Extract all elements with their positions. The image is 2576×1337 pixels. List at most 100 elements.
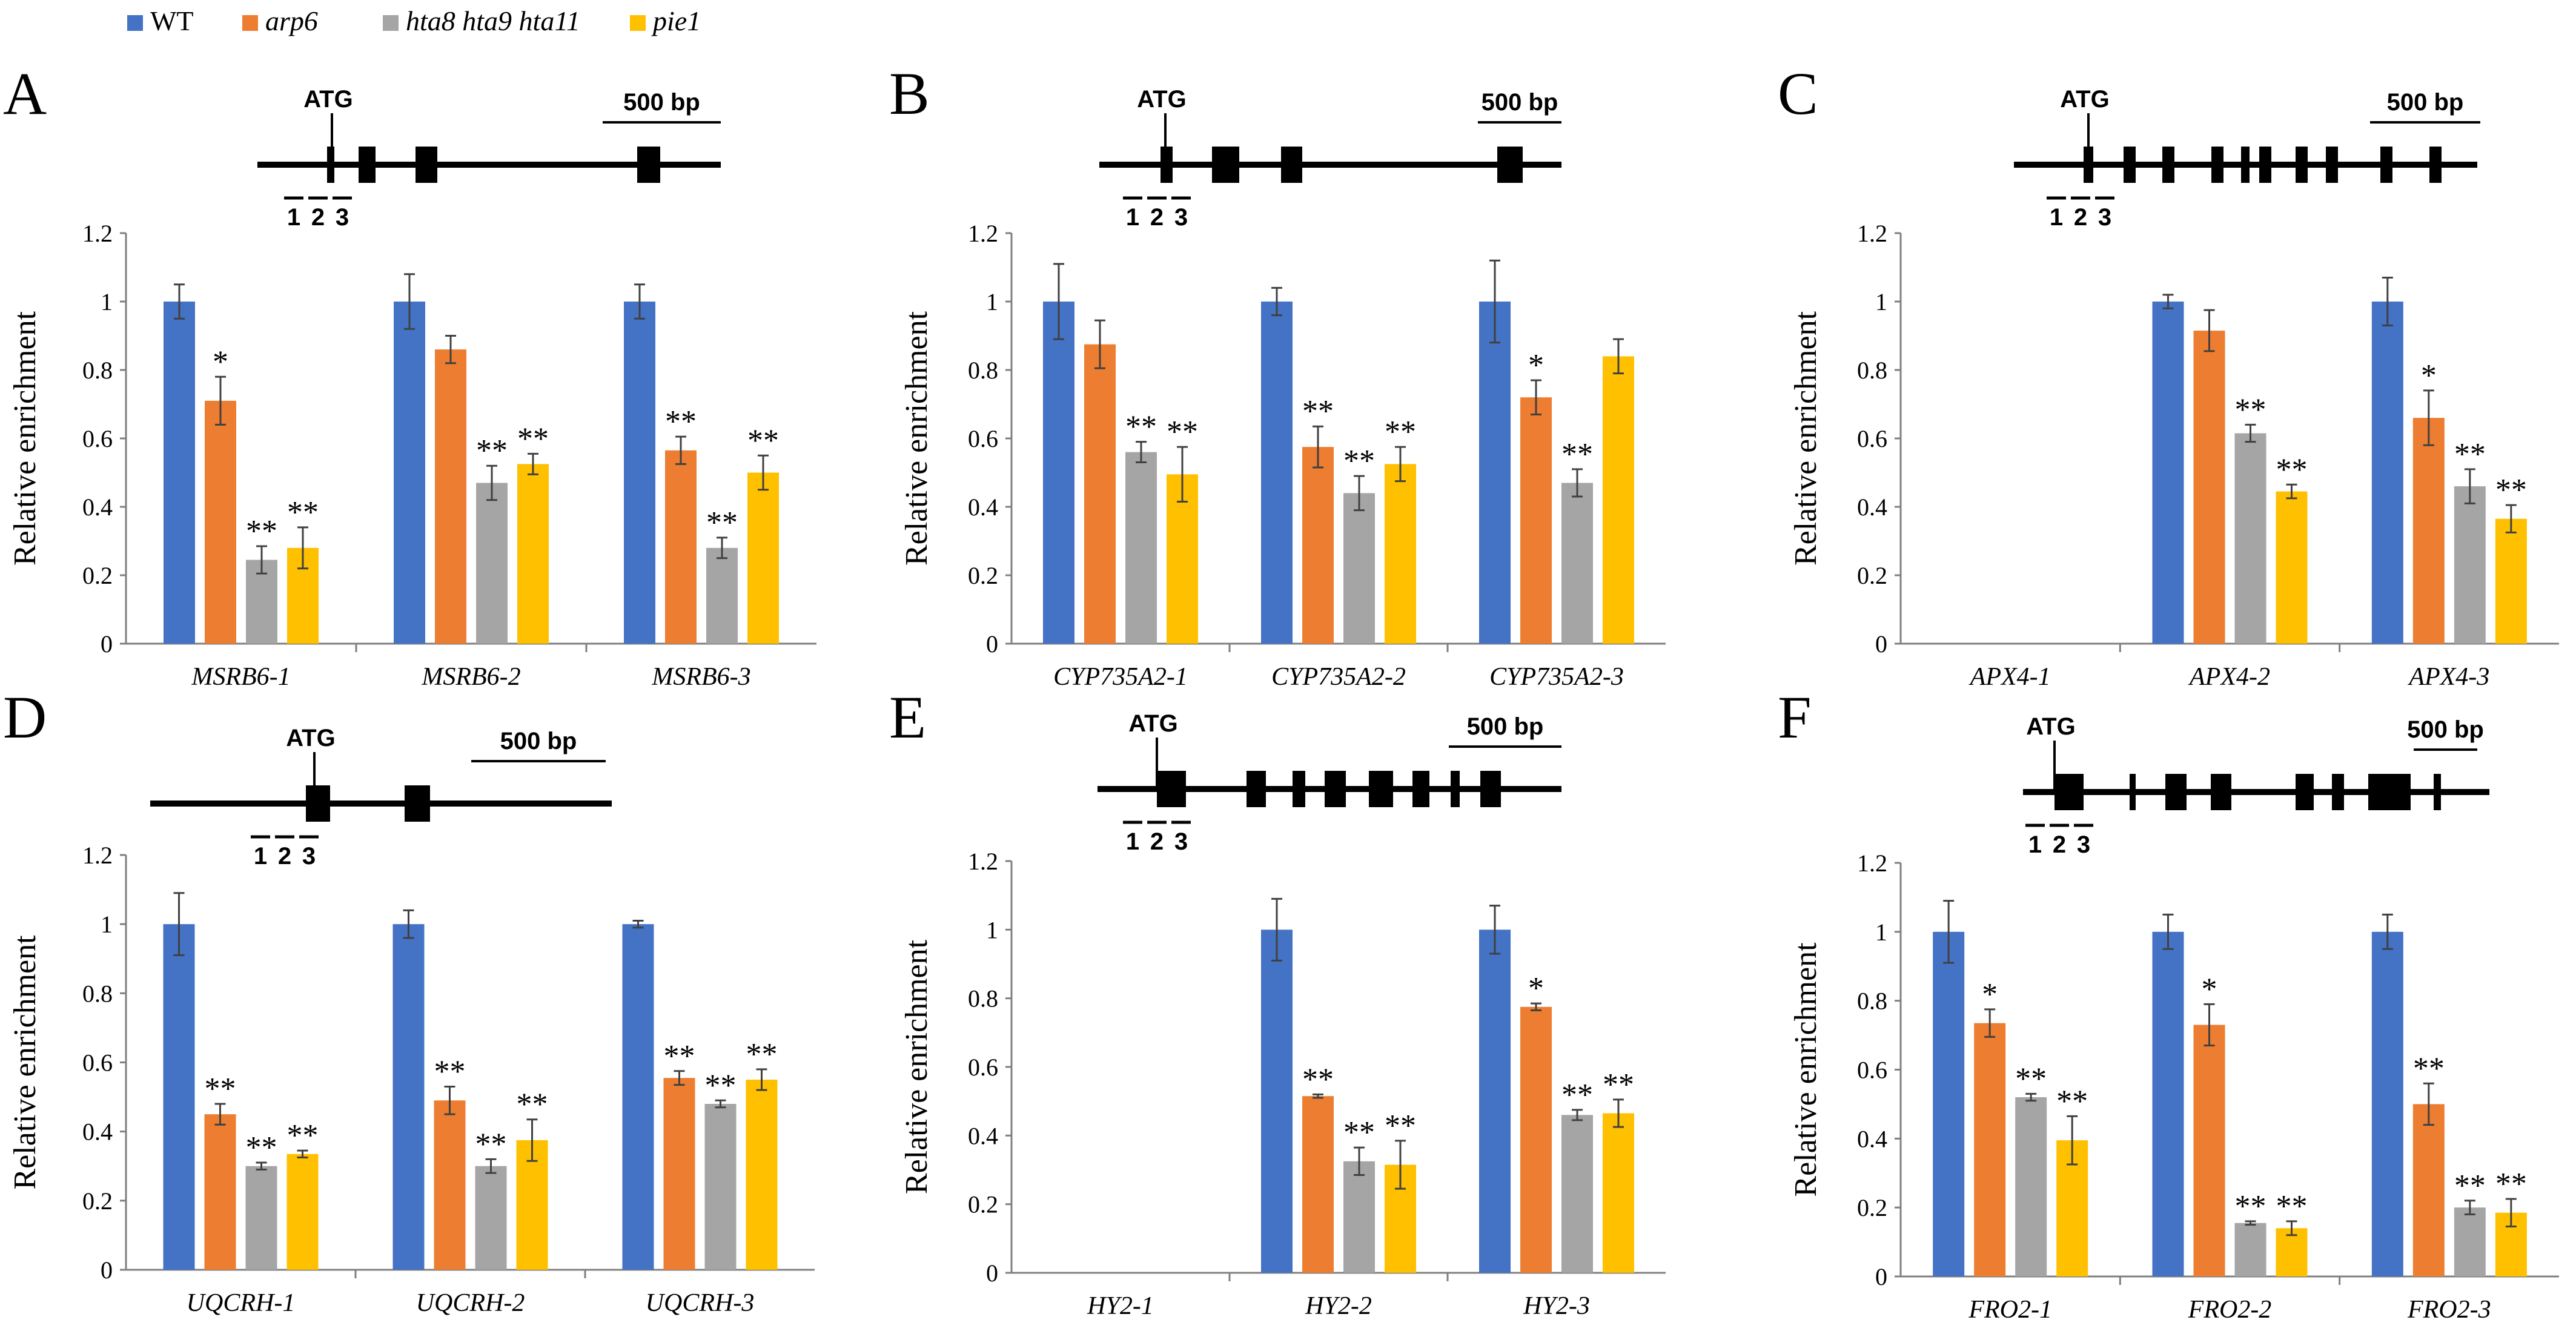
bar-HY2-3-arp6 <box>1520 1006 1552 1273</box>
exon-2 <box>405 785 430 822</box>
significance-label: ** <box>1343 444 1375 478</box>
legend-label-2: hta8 hta9 hta11 <box>406 5 580 36</box>
panel-letter: E <box>889 684 926 751</box>
axes: 0 0.2 0.4 0.6 0.8 1 1.2 Relative enrichment <box>1789 220 2559 658</box>
exon-2 <box>1247 771 1266 807</box>
bar-APX4-2-arp6 <box>2193 331 2225 644</box>
significance-label: ** <box>746 1037 778 1072</box>
significance-label: * <box>2421 358 2437 393</box>
bar-APX4-2-pie1 <box>2276 491 2308 644</box>
bar-APX4-3-pie1 <box>2495 518 2527 644</box>
significance-label: ** <box>2235 392 2266 427</box>
significance-label: ** <box>664 1039 695 1074</box>
bar-FRO2-3-hta8-hta9-hta11 <box>2454 1207 2486 1276</box>
gene-structure: ATG 500 bp 1 2 3 <box>1099 86 1561 231</box>
bar-UQCRH-3-pie1 <box>746 1080 778 1270</box>
category-label: MSRB6-3 <box>651 663 750 691</box>
y-tick-label: 1 <box>1875 288 1887 315</box>
scale-label: 500 bp <box>623 89 700 116</box>
bar-MSRB6-2-arp6 <box>435 349 466 644</box>
bar-FRO2-2-hta8-hta9-hta11 <box>2234 1223 2266 1276</box>
y-axis-label: Relative enrichment <box>1789 942 1823 1197</box>
gene-structure: ATG 500 bp 1 2 3 <box>150 725 612 870</box>
significance-label: ** <box>1561 437 1593 472</box>
y-tick-label: 0 <box>986 630 998 658</box>
y-tick-label: 0.6 <box>968 425 998 452</box>
bar-UQCRH-2-arp6 <box>434 1100 466 1270</box>
bar-UQCRH-3-hta8-hta9-hta11 <box>704 1104 737 1270</box>
category-label: APX4-2 <box>2188 663 2270 691</box>
significance-label: ** <box>2276 1189 2308 1224</box>
primer-label-1: 1 <box>2050 204 2063 231</box>
significance-label: ** <box>246 1131 277 1165</box>
atg-label: ATG <box>303 86 353 113</box>
significance-label: ** <box>747 423 779 458</box>
primer-label-1: 1 <box>1126 828 1139 855</box>
significance-label: ** <box>475 1127 507 1161</box>
y-tick-label: 0.8 <box>968 357 998 384</box>
y-tick-label: 0.6 <box>1857 1057 1887 1084</box>
significance-label: ** <box>205 1072 236 1106</box>
significance-label: ** <box>476 434 508 468</box>
primer-label-2: 2 <box>1150 828 1164 855</box>
y-tick-label: 0 <box>101 1256 113 1284</box>
y-axis-label: Relative enrichment <box>8 935 42 1190</box>
legend-swatch-2 <box>383 15 399 31</box>
exon-6 <box>2259 147 2271 183</box>
significance-label: ** <box>1343 1115 1375 1150</box>
significance-label: ** <box>2495 473 2527 507</box>
scale-label: 500 bp <box>2407 716 2484 743</box>
bar-FRO2-2-WT <box>2152 931 2184 1276</box>
bar-UQCRH-2-hta8-hta9-hta11 <box>475 1166 507 1270</box>
significance-label: ** <box>1385 1109 1416 1143</box>
category-label: CYP735A2-3 <box>1489 663 1624 691</box>
scale-label: 500 bp <box>1482 89 1558 116</box>
bar-HY2-3-WT <box>1479 929 1511 1273</box>
primer-label-2: 2 <box>1150 204 1164 231</box>
legend-swatch-3 <box>630 15 646 31</box>
gene-structure: ATG 500 bp 1 2 3 <box>257 86 721 231</box>
significance-label: ** <box>2413 1051 2445 1086</box>
y-tick-label: 0.8 <box>968 985 998 1012</box>
bar-CYP735A2-3-hta8-hta9-hta11 <box>1561 483 1593 644</box>
exon-1 <box>2055 774 2084 810</box>
primer-label-2: 2 <box>278 843 291 870</box>
panel-letter: D <box>3 684 47 751</box>
category-label: CYP735A2-2 <box>1271 663 1406 691</box>
category-label: HY2-3 <box>1523 1292 1590 1320</box>
y-tick-label: 0.4 <box>82 1118 113 1146</box>
exon-8 <box>1480 771 1501 807</box>
legend-swatch-1 <box>242 15 258 31</box>
y-tick-label: 0.2 <box>82 1187 113 1215</box>
category-label: APX4-1 <box>1968 663 2051 691</box>
significance-label: ** <box>1125 410 1157 444</box>
category-label: UQCRH-3 <box>646 1289 755 1317</box>
y-tick-label: 1 <box>986 916 998 943</box>
bar-UQCRH-3-WT <box>622 924 654 1270</box>
exon-5 <box>1369 771 1393 807</box>
exon-1 <box>1157 771 1186 807</box>
atg-label: ATG <box>1137 86 1186 113</box>
scale-label: 500 bp <box>2387 89 2464 116</box>
bar-HY2-3-pie1 <box>1603 1113 1634 1273</box>
bar-CYP735A2-3-pie1 <box>1603 356 1634 644</box>
y-tick-label: 1.2 <box>1857 220 1887 247</box>
category-label: MSRB6-1 <box>191 663 290 691</box>
y-tick-label: 0.4 <box>1857 1125 1887 1152</box>
axes: 0 0.2 0.4 0.6 0.8 1 1.2 Relative enrichment <box>899 220 1666 658</box>
primer-label-1: 1 <box>254 843 267 870</box>
bar-CYP735A2-1-arp6 <box>1084 344 1116 644</box>
bar-FRO2-1-WT <box>1933 931 1965 1276</box>
exon-3 <box>2165 774 2187 810</box>
y-tick-label: 0.6 <box>968 1054 998 1081</box>
bar-MSRB6-2-WT <box>394 302 425 644</box>
significance-label: ** <box>434 1054 466 1089</box>
exon-3 <box>2162 147 2174 183</box>
exon-1 <box>306 785 330 822</box>
y-tick-label: 0 <box>1875 630 1887 658</box>
category-label: MSRB6-2 <box>421 663 520 691</box>
y-tick-label: 0.8 <box>1857 988 1887 1015</box>
